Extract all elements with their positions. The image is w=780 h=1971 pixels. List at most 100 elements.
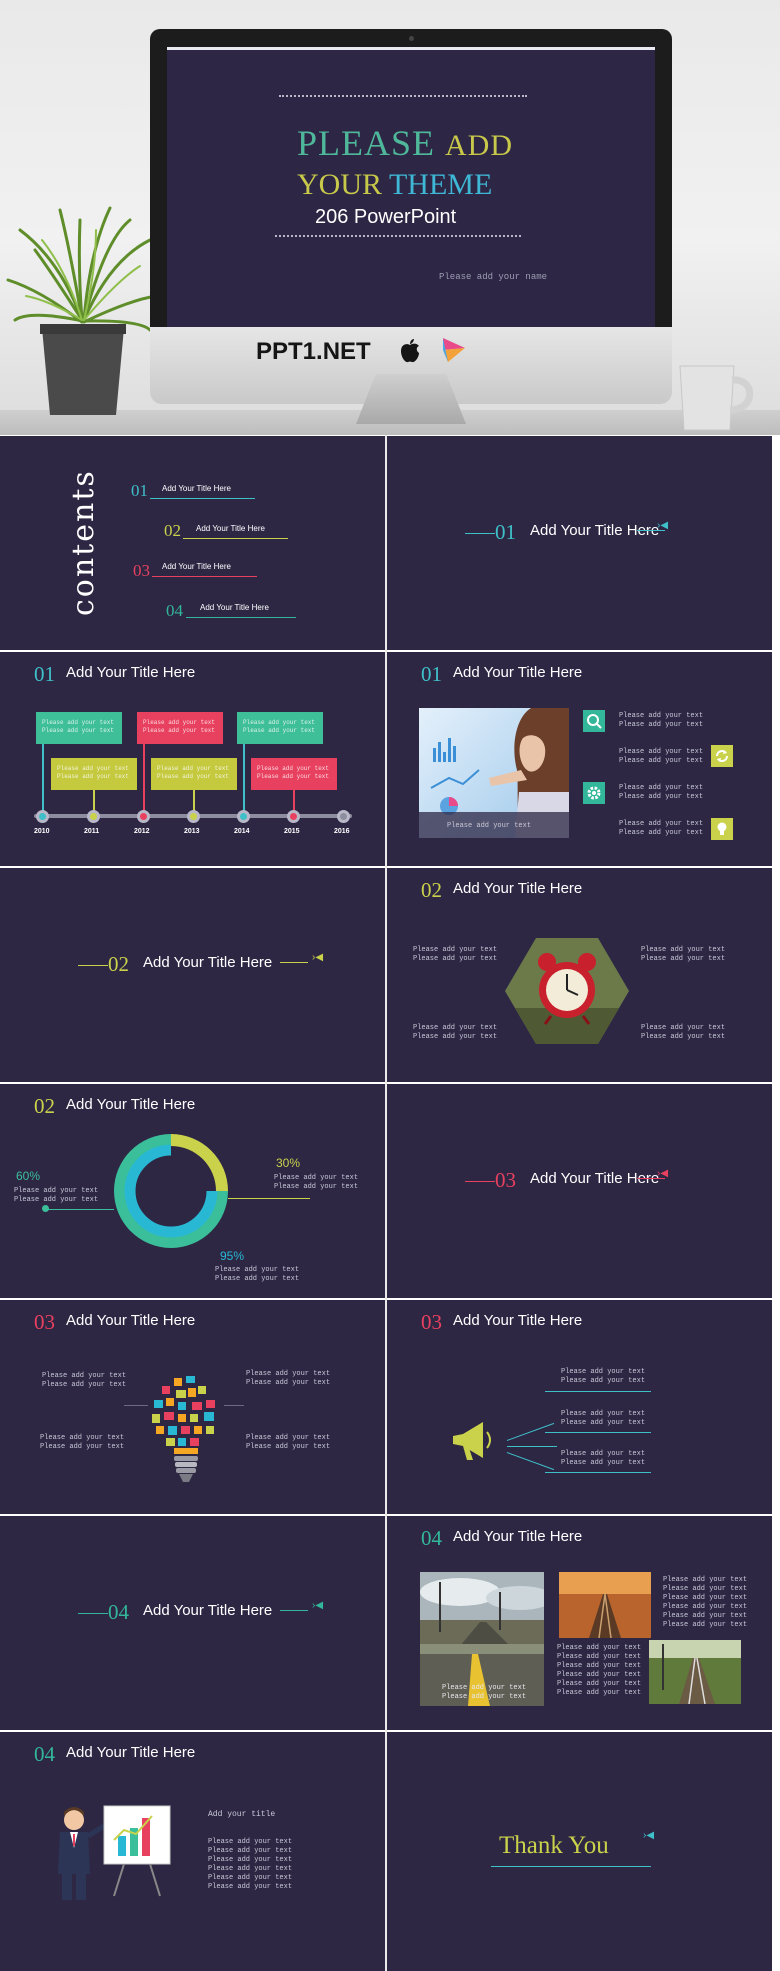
slide-thank-you[interactable]: Thank You ›◀ [387, 1732, 772, 1971]
text-block: Please add your text Please add your text [246, 1370, 331, 1387]
section-number: 01 [495, 520, 516, 544]
hero-subtitle: 206 PowerPoint [315, 206, 457, 228]
slide-number: 03 [421, 1310, 442, 1334]
monitor-screen: PLEASE ADD YOUR THEME 206 PowerPoint Ple… [167, 47, 655, 337]
slide-title: Add Your Title Here [453, 1312, 583, 1329]
callout-line-30 [228, 1198, 310, 1199]
section-title: Add Your Title Here [143, 1602, 273, 1619]
text-block: Please add your text Please add your text [215, 1266, 300, 1283]
divider-line [545, 1472, 651, 1473]
slide-title: Add Your Title Here [453, 880, 583, 897]
railway-sky-photo [420, 1572, 544, 1646]
text-block: Please add your text Please add your text [561, 1410, 646, 1427]
text-block: Please add your text Please add your text [413, 946, 498, 963]
contents-heading: contents [66, 469, 101, 616]
divider-line [545, 1432, 651, 1433]
section-left-line [465, 533, 495, 534]
contents-item-2-label: Add Your Title Here [196, 524, 265, 533]
potted-plant-image [6, 206, 158, 415]
slide-number: 04 [34, 1742, 55, 1766]
monitor-stand [356, 374, 466, 424]
callout-line-60 [44, 1209, 114, 1210]
section-right-line [637, 530, 665, 531]
hero-title-line-2: YOUR THEME [297, 168, 493, 201]
text-block: Please add your text Please add your text [246, 1434, 331, 1451]
slide-section-03[interactable]: 03 Add Your Title Here ›◀ [387, 1084, 772, 1298]
gear-icon [583, 782, 605, 804]
arrow-icon: ›◀ [643, 1830, 655, 1841]
timeline-stem [93, 780, 95, 814]
brand-logo-text: PPT1.NET [256, 338, 371, 365]
hero-banner: PLEASE ADD YOUR THEME 206 PowerPoint Ple… [0, 0, 780, 435]
timeline-box: Please add your text Please add your text [151, 758, 237, 790]
timeline-dot [87, 810, 100, 823]
section-title: Add Your Title Here [530, 1170, 660, 1187]
slide-number: 04 [421, 1526, 442, 1550]
section-right-line [637, 1178, 665, 1179]
lightbulb-icon [711, 818, 733, 840]
arrow-icon: ›◀ [657, 520, 669, 531]
monitor-frame: PLEASE ADD YOUR THEME 206 PowerPoint Ple… [150, 29, 672, 404]
photo-caption-bar [419, 812, 569, 838]
slide-presenter[interactable]: 04 Add Your Title Here Add your title Pl… [0, 1732, 385, 1971]
slide-donut-chart[interactable]: 02 Add Your Title Here 30% Please add yo… [0, 1084, 385, 1298]
contents-item-1-line [150, 498, 255, 499]
text-block: Please add your text Please add your text [619, 820, 704, 837]
slide-alarm-clock[interactable]: 02 Add Your Title Here Please add your t… [387, 868, 772, 1082]
timeline-box: Please add your text Please add your text [251, 758, 337, 790]
slide-timeline[interactable]: 01 Add Your Title Here Please add your t… [0, 652, 385, 866]
slide-megaphone[interactable]: 03 Add Your Title Here Please add your t… [387, 1300, 772, 1514]
timeline-stem [193, 780, 195, 814]
slide-number: 01 [34, 662, 55, 686]
slide-section-02[interactable]: 02 Add Your Title Here ›◀ [0, 868, 385, 1082]
timeline-year: 2014 [234, 828, 250, 835]
text-block: Please add your text Please add your text [14, 1187, 99, 1204]
timeline-dot [137, 810, 150, 823]
slide-railway-photos[interactable]: 04 Add Your Title Here Please add your t… [387, 1516, 772, 1730]
contents-item-3-line [152, 576, 257, 577]
timeline-box: Please add your text Please add your text [36, 712, 122, 744]
road-photo: Please add your text Please add your text [420, 1644, 544, 1706]
timeline-dot [237, 810, 250, 823]
timeline-stem [243, 744, 245, 814]
text-block: Please add your text Please add your text [413, 1024, 498, 1041]
slide-contents[interactable]: contents 01 Add Your Title Here 02 Add Y… [0, 436, 385, 650]
arrow-icon: ›◀ [312, 952, 324, 963]
contents-item-4-label: Add Your Title Here [200, 603, 269, 612]
text-block: Please add your text Please add your text [42, 1372, 127, 1389]
slide-section-04[interactable]: 04 Add Your Title Here ›◀ [0, 1516, 385, 1730]
contents-item-2-num: 02 [164, 521, 181, 540]
railway-sunset-photo [559, 1572, 651, 1638]
contents-item-4-line [186, 617, 296, 618]
contents-item-4-num: 04 [166, 601, 183, 620]
divider-line [545, 1391, 651, 1392]
top-divider [279, 95, 527, 97]
slide-lightbulb[interactable]: 03 Add Your Title Here Please add your t… [0, 1300, 385, 1514]
timeline-dot [36, 810, 49, 823]
photo-caption: Please add your text Please add your text [442, 1684, 527, 1701]
timeline-box: Please add your text Please add your text [237, 712, 323, 744]
text-list: Please add your text Please add your text… [557, 1644, 642, 1697]
grid-divider-vertical [385, 435, 387, 1971]
timeline-box: Please add your text Please add your text [51, 758, 137, 790]
text-block: Please add your text Please add your text [641, 946, 726, 963]
section-number: 04 [108, 1600, 129, 1624]
text-block: Please add your text Please add your text [619, 748, 704, 765]
photo-caption: Please add your text [447, 822, 532, 830]
value-label-60: 60% [16, 1169, 41, 1183]
callout-dot [42, 1205, 49, 1212]
arrow-icon: ›◀ [312, 1600, 324, 1611]
play-logo-icon [443, 338, 465, 362]
text-block: Please add your text Please add your text [274, 1174, 359, 1191]
timeline-box: Please add your text Please add your text [137, 712, 223, 744]
slide-section-01[interactable]: 01 Add Your Title Here ›◀ [387, 436, 772, 650]
contents-item-1-num: 01 [131, 481, 148, 500]
text-list: Please add your text Please add your text… [208, 1838, 293, 1891]
contents-item-2-line [183, 538, 288, 539]
slide-title: Add Your Title Here [66, 1744, 196, 1761]
slide-photo-icons[interactable]: 01 Add Your Title Here Please add your t… [387, 652, 772, 866]
search-icon [583, 710, 605, 732]
slide-number: 02 [421, 878, 442, 902]
thank-you-text: Thank You [499, 1832, 609, 1859]
coffee-mug-image [679, 365, 754, 431]
